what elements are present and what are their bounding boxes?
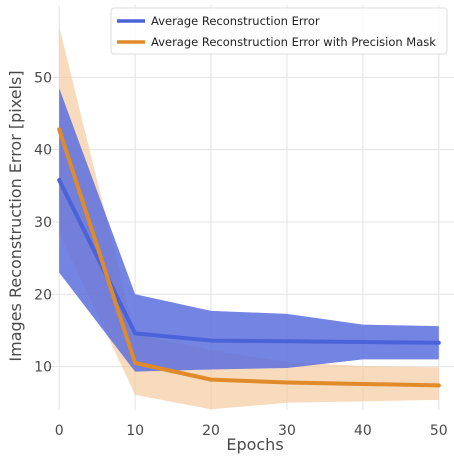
y-tick-label: 50 xyxy=(34,70,52,86)
tick-labels: 0 10 20 30 40 50 10 20 30 40 50 xyxy=(34,70,448,439)
x-tick-label: 20 xyxy=(202,423,220,439)
band-reconstruction-error xyxy=(59,88,439,372)
x-tick-label: 50 xyxy=(430,423,448,439)
y-tick-label: 30 xyxy=(34,215,52,231)
band-precision-mask xyxy=(59,26,439,410)
x-tick-label: 0 xyxy=(55,423,64,439)
legend-box xyxy=(110,7,448,55)
y-axis-label: Images Reconstruction Error [pixels] xyxy=(6,70,25,361)
grid xyxy=(44,5,454,410)
y-tick-label: 20 xyxy=(34,287,52,303)
x-tick-label: 40 xyxy=(354,423,372,439)
series-lines xyxy=(57,127,441,388)
x-tick-label: 10 xyxy=(126,423,144,439)
y-tick-label: 40 xyxy=(34,143,52,159)
line-precision-mask xyxy=(57,127,441,388)
line-reconstruction-error xyxy=(57,178,441,345)
x-axis-label: Epochs xyxy=(226,435,283,454)
y-tick-label: 10 xyxy=(34,360,52,376)
error-bands xyxy=(59,26,439,410)
x-tick-label: 30 xyxy=(278,423,296,439)
legend-label-precision-mask: Average Reconstruction Error with Precis… xyxy=(151,35,436,49)
legend: Average Reconstruction Error Average Rec… xyxy=(110,7,448,55)
legend-label-reconstruction-error: Average Reconstruction Error xyxy=(151,14,320,28)
